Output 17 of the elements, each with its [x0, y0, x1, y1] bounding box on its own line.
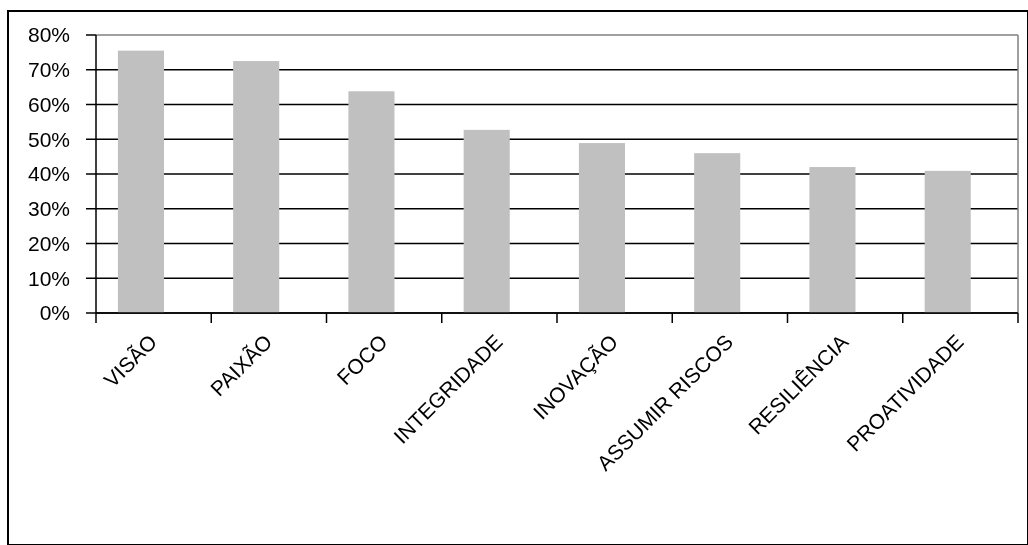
y-tick-label: 50% [27, 127, 70, 151]
bar [463, 129, 510, 313]
y-tick-label: 80% [27, 23, 70, 47]
y-tick-label: 20% [27, 231, 70, 255]
y-tick-label: 30% [27, 197, 70, 221]
y-tick-label: 60% [27, 92, 70, 116]
bar [117, 50, 164, 313]
y-tick-label: 40% [27, 162, 70, 186]
bar [578, 143, 625, 313]
bar [348, 91, 395, 313]
bar [694, 153, 741, 313]
y-tick-label: 70% [27, 58, 70, 82]
bar [924, 170, 971, 313]
bar [809, 167, 856, 313]
y-tick-label: 10% [27, 266, 70, 290]
y-tick-label: 0% [39, 301, 70, 325]
bar [233, 61, 280, 313]
